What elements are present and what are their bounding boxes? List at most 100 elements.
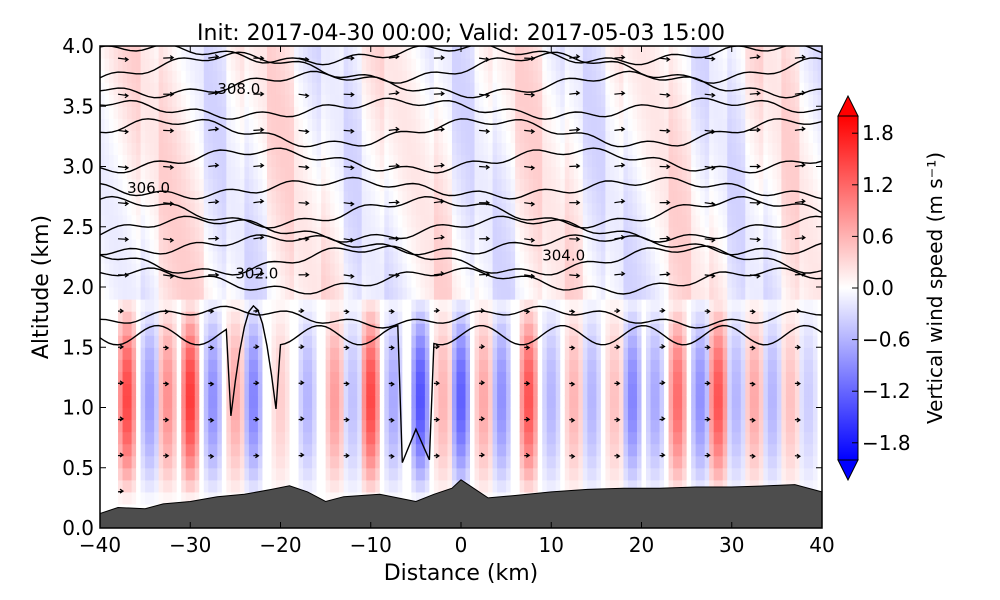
wind-cell (136, 118, 142, 131)
wind-cell (289, 238, 295, 252)
wind-cell (609, 455, 616, 469)
wind-cell (636, 299, 643, 312)
wind-cell (217, 154, 223, 168)
wind-cell (361, 407, 367, 421)
wind-cell (280, 274, 286, 288)
wind-cell (582, 118, 588, 131)
wind-cell (136, 154, 142, 168)
wind-cell (109, 46, 115, 59)
wind-cell (384, 395, 390, 409)
wind-cell (397, 130, 403, 143)
wind-cell (370, 335, 376, 348)
wind-cell (528, 407, 534, 421)
wind-cell (375, 142, 381, 156)
wind-cell (623, 431, 629, 445)
wind-cell (194, 214, 200, 228)
wind-cell (172, 70, 178, 83)
wind-cell (474, 70, 480, 83)
wind-cell (357, 299, 363, 312)
wind-cell (636, 262, 643, 276)
wind-cell (433, 178, 440, 192)
wind-cell (614, 455, 620, 469)
wind-cell (623, 190, 629, 204)
wind-cell (501, 347, 507, 360)
wind-cell (537, 166, 543, 180)
wind-cell (659, 190, 665, 204)
wind-cell (307, 46, 313, 59)
wind-cell (393, 347, 399, 360)
wind-cell (560, 190, 566, 204)
wind-cell (181, 383, 187, 397)
wind-cell (357, 467, 363, 481)
wind-cell (257, 419, 264, 433)
wind-cell (497, 323, 503, 336)
wind-cell (528, 371, 534, 384)
wind-cell (298, 226, 304, 240)
wind-cell (343, 274, 349, 288)
wind-cell (339, 347, 345, 360)
wind-cell (154, 299, 160, 312)
wind-cell (483, 190, 489, 204)
wind-cell (384, 178, 390, 192)
wind-cell (149, 431, 155, 445)
wind-cell (122, 383, 128, 397)
wind-cell (447, 323, 453, 336)
wind-cell (226, 479, 232, 493)
wind-cell (524, 311, 530, 324)
wind-cell (154, 82, 160, 95)
wind-cell (361, 58, 367, 71)
wind-cell (393, 299, 399, 312)
wind-cell (190, 335, 196, 348)
wind-cell (275, 58, 282, 71)
wind-cell (190, 479, 196, 493)
wind-cell (158, 479, 164, 493)
wind-cell (289, 94, 295, 107)
wind-cell (384, 311, 390, 324)
wind-cell (609, 395, 616, 409)
wind-cell (600, 323, 606, 336)
wind-cell (596, 443, 602, 457)
wind-cell (424, 46, 431, 59)
wind-cell (483, 82, 489, 95)
wind-cell (564, 106, 570, 119)
wind-cell (388, 443, 394, 457)
wind-cell (312, 46, 318, 59)
wind-cell (650, 250, 656, 264)
wind-cell (339, 178, 345, 192)
wind-cell (506, 431, 512, 445)
wind-cell (609, 214, 616, 228)
wind-cell (257, 371, 264, 384)
wind-cell (470, 383, 476, 397)
wind-cell (257, 178, 264, 192)
wind-cell (361, 467, 367, 481)
wind-cell (154, 347, 160, 360)
wind-cell (596, 407, 602, 421)
wind-cell (149, 130, 155, 143)
wind-cell (641, 190, 647, 204)
wind-cell (280, 262, 286, 276)
wind-cell (618, 142, 625, 156)
wind-cell (361, 154, 367, 168)
wind-cell (510, 359, 516, 372)
wind-cell (172, 431, 178, 445)
wind-cell (551, 178, 557, 192)
wind-cell (591, 274, 597, 288)
wind-cell (199, 443, 205, 457)
wind-cell (519, 419, 525, 433)
wind-cell (560, 347, 566, 360)
wind-cell (438, 419, 444, 433)
wind-cell (420, 299, 426, 312)
wind-cell (226, 431, 232, 445)
wind-cell (483, 431, 489, 445)
wind-cell (555, 178, 561, 192)
wind-cell (217, 142, 223, 156)
wind-cell (154, 178, 160, 192)
wind-cell (461, 407, 467, 421)
wind-cell (519, 238, 525, 252)
wind-cell (316, 166, 322, 180)
wind-cell (303, 202, 309, 216)
wind-cell (244, 359, 250, 372)
wind-cell (149, 166, 155, 180)
wind-cell (501, 238, 507, 252)
wind-cell (294, 383, 300, 397)
